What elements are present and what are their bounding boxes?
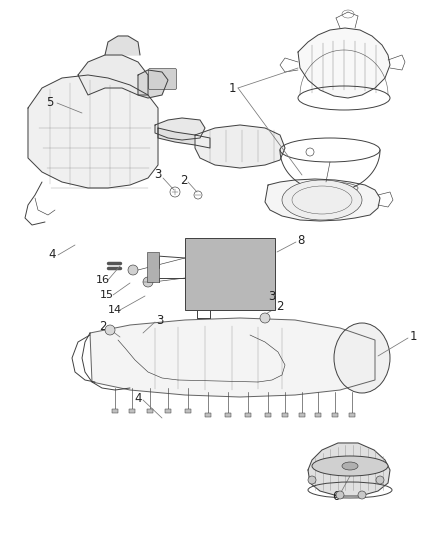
Polygon shape [195,125,285,168]
Text: 16: 16 [96,275,110,285]
Text: 2: 2 [99,320,107,334]
Polygon shape [308,443,390,496]
Text: 8: 8 [297,235,305,247]
Text: 2: 2 [180,174,188,187]
Bar [165,409,171,413]
Ellipse shape [358,491,366,499]
Ellipse shape [128,265,138,275]
Ellipse shape [376,476,384,484]
Text: 1: 1 [228,82,236,94]
Ellipse shape [105,325,115,335]
Bar [185,238,275,310]
Bar [265,413,271,417]
Polygon shape [158,128,210,148]
Ellipse shape [334,323,390,393]
Ellipse shape [143,277,153,287]
Bar [315,413,321,417]
FancyBboxPatch shape [148,69,177,90]
Bar [147,409,153,413]
Bar [245,413,251,417]
Bar [147,252,159,282]
Bar [349,413,355,417]
Ellipse shape [260,313,270,323]
Bar [129,409,135,413]
Bar [225,413,231,417]
Text: 4: 4 [48,248,56,262]
Text: 15: 15 [100,290,114,300]
Polygon shape [28,75,158,188]
Ellipse shape [342,462,358,470]
Bar [299,413,305,417]
Text: 3: 3 [268,289,276,303]
Bar [332,413,338,417]
Text: 6: 6 [332,489,340,503]
Polygon shape [155,118,205,140]
Text: 4: 4 [134,392,142,406]
Polygon shape [138,70,168,98]
Polygon shape [265,179,380,221]
Text: 3: 3 [154,168,162,182]
Polygon shape [298,28,390,98]
Bar [205,413,211,417]
Polygon shape [105,36,140,55]
Text: 1: 1 [409,330,417,343]
Text: 2: 2 [276,301,284,313]
Text: 3: 3 [156,313,164,327]
Text: 5: 5 [46,96,54,109]
Ellipse shape [312,456,388,476]
Polygon shape [78,55,148,95]
Bar [185,409,191,413]
Text: 14: 14 [108,305,122,315]
Ellipse shape [336,491,344,499]
Polygon shape [90,318,375,397]
Ellipse shape [308,476,316,484]
Bar [282,413,288,417]
Ellipse shape [282,180,362,220]
Bar [112,409,118,413]
